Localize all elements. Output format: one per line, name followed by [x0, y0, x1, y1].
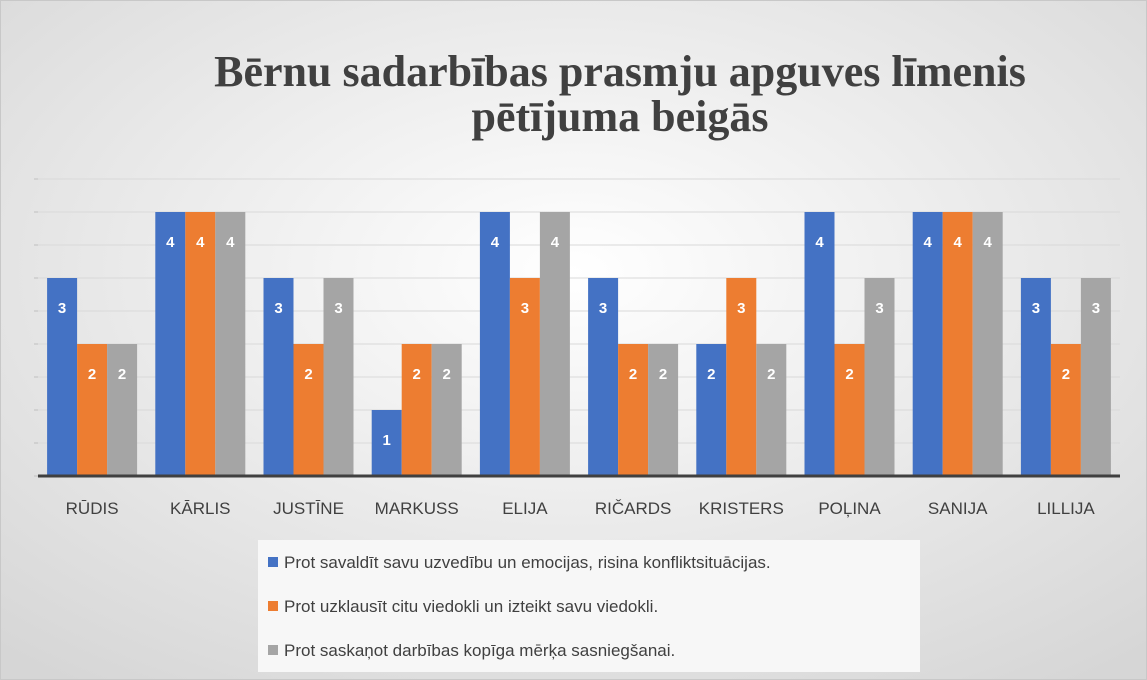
bar — [942, 212, 973, 476]
chart-subtitle: pētījuma beigās — [472, 92, 769, 141]
data-label: 2 — [88, 366, 96, 383]
data-label: 4 — [226, 234, 235, 251]
bar — [726, 278, 757, 476]
legend-box — [258, 540, 920, 672]
bar — [1080, 278, 1111, 476]
bar — [912, 212, 943, 476]
data-label: 4 — [551, 234, 560, 251]
x-tick-label: LILLIJA — [1037, 499, 1095, 518]
data-label: 4 — [924, 234, 933, 251]
bar — [479, 212, 510, 476]
bar — [618, 344, 649, 476]
data-label: 3 — [599, 300, 607, 317]
data-label: 4 — [954, 234, 963, 251]
legend-swatch — [268, 557, 278, 567]
bar — [293, 344, 324, 476]
x-tick-label: RIČARDS — [595, 499, 672, 518]
data-label: 4 — [815, 234, 824, 251]
data-label: 3 — [737, 300, 745, 317]
bar — [371, 410, 402, 476]
x-tick-label: RŪDIS — [66, 499, 119, 518]
x-tick-label: SANIJA — [928, 499, 988, 518]
bar — [756, 344, 787, 476]
bar — [864, 278, 895, 476]
data-label: 2 — [767, 366, 775, 383]
data-label: 3 — [521, 300, 529, 317]
data-label: 4 — [166, 234, 175, 251]
bar — [185, 212, 216, 476]
bar — [1050, 344, 1081, 476]
x-tick-label: ELIJA — [502, 499, 548, 518]
data-label: 2 — [845, 366, 853, 383]
bar — [215, 212, 246, 476]
bar — [588, 278, 619, 476]
bar — [323, 278, 354, 476]
bar — [47, 278, 78, 476]
data-label: 2 — [413, 366, 421, 383]
legend-label: Prot uzklausīt citu viedokli un izteikt … — [284, 597, 658, 616]
data-label: 3 — [58, 300, 66, 317]
data-label: 3 — [1032, 300, 1040, 317]
bar — [401, 344, 432, 476]
bar — [648, 344, 679, 476]
bar — [539, 212, 570, 476]
data-label: 4 — [491, 234, 500, 251]
legend-swatch — [268, 645, 278, 655]
data-label: 1 — [383, 432, 391, 449]
data-label: 4 — [196, 234, 205, 251]
bar — [1020, 278, 1051, 476]
bar — [77, 344, 108, 476]
bar — [696, 344, 727, 476]
legend-label: Prot saskaņot darbības kopīga mērķa sasn… — [284, 641, 675, 660]
bar — [972, 212, 1003, 476]
x-tick-label: JUSTĪNE — [273, 499, 344, 518]
data-label: 2 — [118, 366, 126, 383]
legend-label: Prot savaldīt savu uzvedību un emocijas,… — [284, 553, 771, 572]
data-label: 3 — [274, 300, 282, 317]
data-label: 4 — [984, 234, 993, 251]
data-label: 2 — [443, 366, 451, 383]
data-label: 2 — [707, 366, 715, 383]
legend-swatch — [268, 601, 278, 611]
x-tick-label: KĀRLIS — [170, 499, 230, 518]
bar — [155, 212, 186, 476]
bar — [509, 278, 540, 476]
data-label: 3 — [875, 300, 883, 317]
x-tick-label: POĻINA — [818, 499, 881, 518]
bar — [431, 344, 462, 476]
bar — [107, 344, 138, 476]
data-label: 3 — [1092, 300, 1100, 317]
bar — [804, 212, 835, 476]
data-label: 2 — [304, 366, 312, 383]
chart-title: Bērnu sadarbības prasmju apguves līmenis — [214, 47, 1026, 96]
data-label: 2 — [1062, 366, 1070, 383]
x-tick-label: KRISTERS — [699, 499, 784, 518]
x-tick-label: MARKUSS — [375, 499, 459, 518]
bar — [263, 278, 294, 476]
data-label: 3 — [334, 300, 342, 317]
bar — [834, 344, 865, 476]
data-label: 2 — [629, 366, 637, 383]
data-label: 2 — [659, 366, 667, 383]
